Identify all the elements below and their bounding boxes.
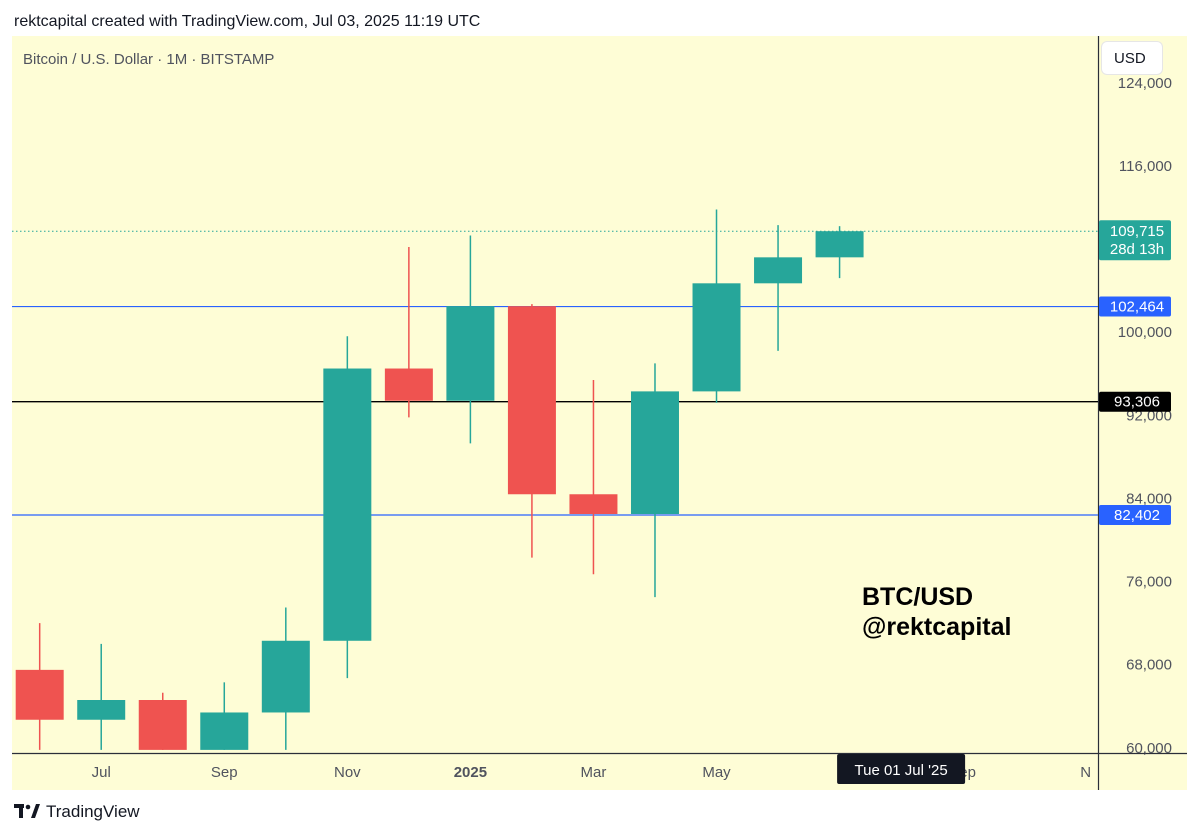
candle-body xyxy=(692,283,741,392)
author-watermark: BTC/USD @rektcapital xyxy=(862,582,1011,642)
candle-body xyxy=(138,700,187,750)
x-tick-label: Jul xyxy=(92,764,111,781)
candle-body xyxy=(569,494,618,514)
crosshair-date-tag xyxy=(837,754,966,784)
chart-attribution: rektcapital created with TradingView.com… xyxy=(14,13,481,30)
level-price-label: 82,402 xyxy=(1114,507,1160,524)
level-price-label: 102,464 xyxy=(1110,299,1164,316)
level-price-label: 93,306 xyxy=(1114,394,1160,411)
y-tick-label: 116,000 xyxy=(1119,158,1172,175)
candle-body xyxy=(384,368,433,401)
candle-body xyxy=(261,640,310,713)
x-tick-label: Mar xyxy=(581,764,607,781)
candle-body xyxy=(815,231,864,258)
candle-body xyxy=(15,669,64,720)
y-tick-label: 68,000 xyxy=(1126,657,1172,674)
x-tick-label: May xyxy=(702,764,731,781)
watermark-handle: @rektcapital xyxy=(862,613,1012,641)
chart-area[interactable]: Bitcoin / U.S. Dollar · 1M · BITSTAMP 60,… xyxy=(12,36,1187,790)
candle-body xyxy=(630,391,679,514)
x-tick-label: Sep xyxy=(211,764,238,781)
level-price-tag xyxy=(1099,391,1171,412)
y-tick-label: 124,000 xyxy=(1118,75,1172,92)
y-tick-label: 60,000 xyxy=(1126,740,1172,757)
x-tick-label: Nov xyxy=(334,764,361,781)
currency-button[interactable]: USD xyxy=(1102,42,1162,74)
candle-body xyxy=(77,700,126,720)
last-price-tag xyxy=(1099,220,1171,261)
level-price-tag xyxy=(1099,296,1171,317)
candle-body xyxy=(323,368,372,641)
tradingview-logo-icon xyxy=(14,804,40,818)
tradingview-brand: TradingView xyxy=(46,802,140,821)
bar-countdown-label: 28d 13h xyxy=(1110,241,1164,258)
y-tick-label: 76,000 xyxy=(1126,574,1172,591)
plot-layer xyxy=(12,209,1098,750)
y-tick-label: 84,000 xyxy=(1126,490,1172,507)
chart-title: Bitcoin / U.S. Dollar · 1M · BITSTAMP xyxy=(23,51,274,68)
x-tick-label: 2025 xyxy=(454,764,487,781)
y-tick-label: 100,000 xyxy=(1118,324,1172,341)
crosshair-date-label: Tue 01 Jul '25 xyxy=(855,762,948,779)
x-tick-label: N xyxy=(1080,764,1091,781)
candle-body xyxy=(507,306,556,495)
level-price-tag xyxy=(1099,505,1171,526)
candle-body xyxy=(754,257,803,284)
last-price-label: 109,715 xyxy=(1110,223,1164,240)
candle-body xyxy=(446,306,495,401)
price-chart[interactable]: Bitcoin / U.S. Dollar · 1M · BITSTAMP 60,… xyxy=(12,36,1187,790)
tradingview-logo[interactable]: TradingView xyxy=(14,802,140,822)
candle-body xyxy=(200,712,249,750)
watermark-pair: BTC/USD xyxy=(862,583,974,611)
